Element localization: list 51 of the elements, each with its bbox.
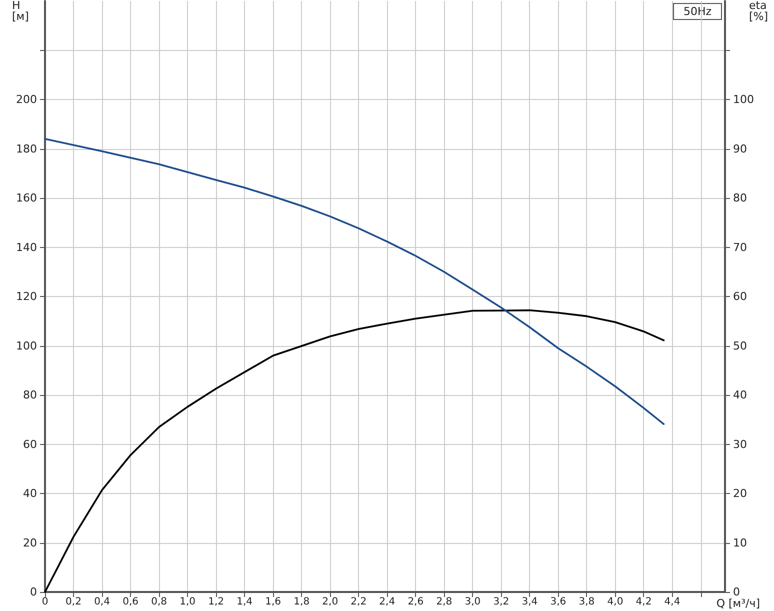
y2-tick-label: 10	[733, 536, 747, 550]
x-tick-label: 3,6	[550, 596, 566, 608]
x-tick-label: 2,4	[379, 596, 396, 608]
x-tick-label: 3,2	[493, 596, 510, 608]
x-tick-label: 0,8	[151, 596, 167, 608]
y2-tick-label: 50	[733, 339, 747, 352]
x-axis-title: Q [м³/ч]	[716, 597, 760, 610]
y2-tick-label: 90	[733, 142, 747, 156]
x-tick-label: 0,2	[66, 596, 82, 608]
y2-tick-label: 30	[733, 438, 747, 451]
x-tick-label: 0,6	[122, 596, 138, 608]
x-tick-label: 0,4	[94, 596, 110, 608]
x-tick-label: 2,0	[322, 596, 338, 608]
x-tick-label: 4,4	[664, 596, 680, 608]
x-tick-label: 4,2	[636, 596, 652, 608]
x-tick-label: 1,8	[294, 596, 310, 608]
x-tick-label: 1,0	[180, 596, 196, 608]
line-series	[44, 138, 665, 425]
y2-tick-label: 40	[733, 388, 747, 402]
x-tick-label: 2,8	[436, 596, 452, 608]
x-tick-label: 2,6	[408, 596, 424, 608]
x-tick-label: 0	[42, 596, 48, 608]
y-tick-label: 60	[23, 438, 37, 451]
y2-axis-title: eta [%]	[748, 0, 768, 23]
x-tick-label: 2,2	[350, 596, 367, 608]
y-tick-label: 140	[16, 240, 37, 254]
y-tick-label: 180	[16, 142, 37, 156]
line-series	[44, 309, 665, 593]
x-tick-label: 1,2	[208, 596, 224, 608]
y-tick-label: 120	[16, 290, 37, 303]
y-tick-label: 200	[16, 93, 37, 106]
y-tick-label: 160	[16, 192, 37, 204]
y-axis-title: H [м]	[12, 0, 29, 23]
x-tick-label: 3,4	[522, 596, 538, 608]
x-tick-label: 3,8	[578, 596, 595, 608]
y-tick-label: 0	[30, 586, 37, 598]
y2-tick-label: 70	[733, 240, 747, 254]
y2-tick-label: 100	[733, 93, 754, 106]
y-tick-label: 20	[23, 536, 37, 550]
y2-tick-label: 80	[733, 192, 747, 204]
x-tick-label: 3,0	[464, 596, 481, 608]
y2-tick-label: 0	[733, 586, 740, 598]
y2-tick-label: 60	[733, 290, 747, 303]
annotation: 50Hz	[683, 5, 712, 18]
y-tick-label: 80	[23, 388, 37, 402]
x-tick-label: 1,6	[265, 596, 282, 608]
x-tick-label: 4,0	[607, 596, 624, 608]
y-tick-label: 100	[16, 339, 37, 352]
x-tick-label: 1,4	[236, 596, 253, 608]
y2-tick-label: 20	[733, 487, 747, 500]
y-tick-label: 40	[23, 487, 37, 500]
